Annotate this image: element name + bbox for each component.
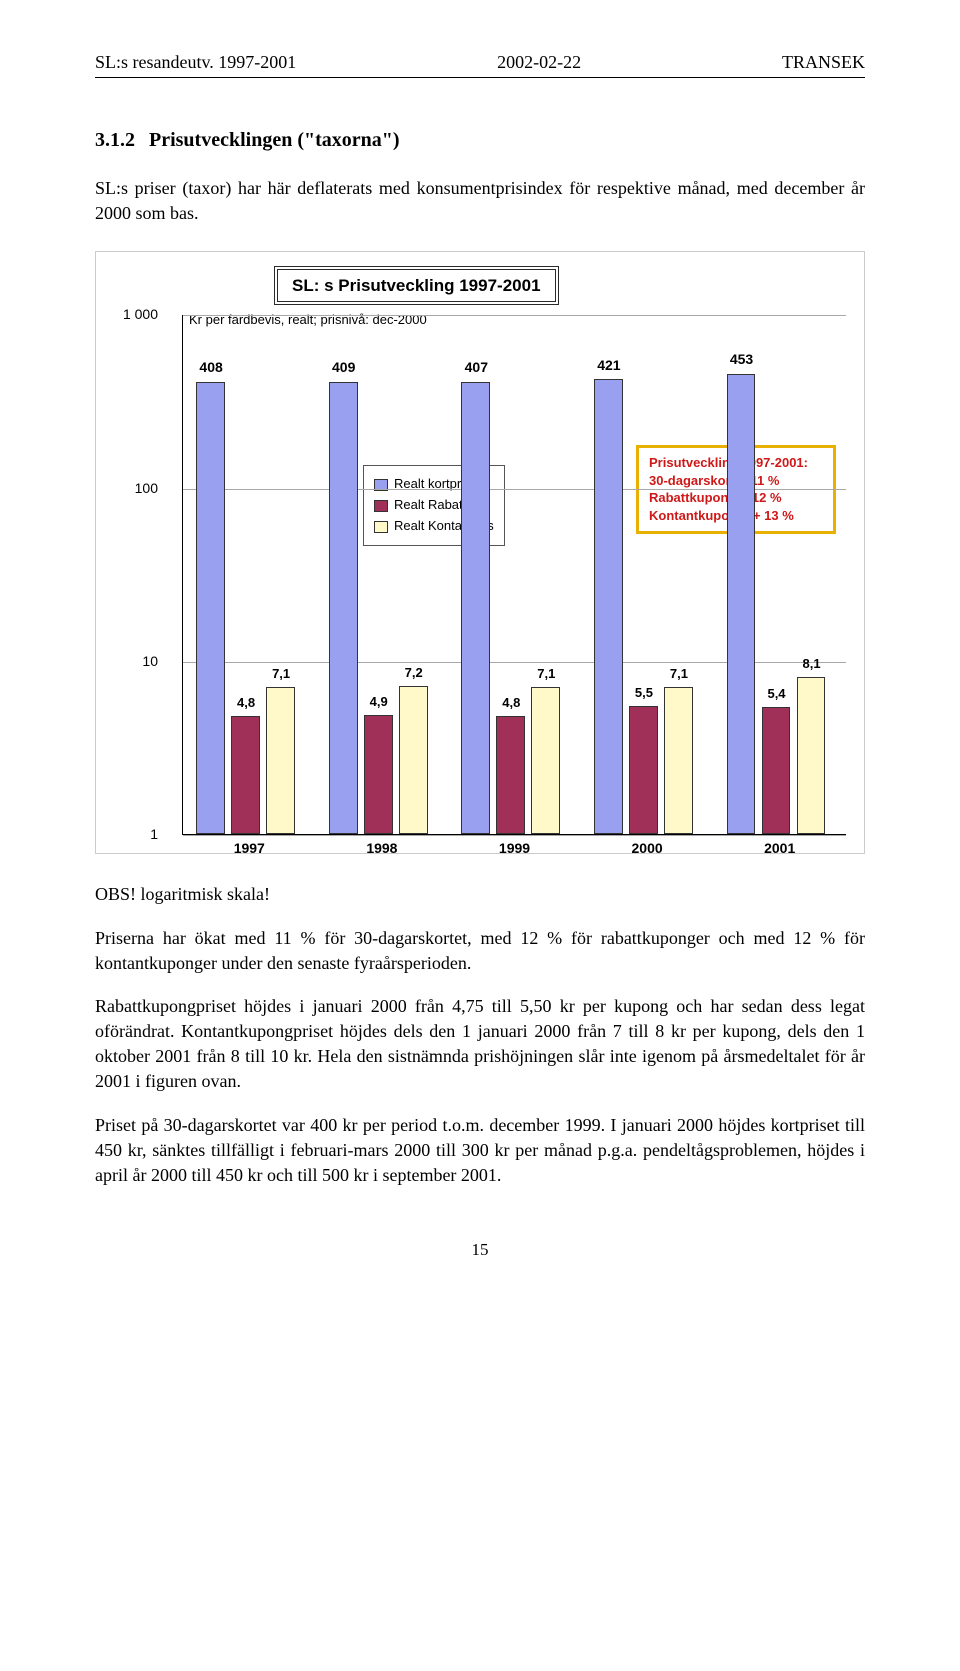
chart-bar bbox=[594, 379, 623, 834]
chart-x-tick-label: 2001 bbox=[764, 839, 795, 859]
chart-bar bbox=[364, 715, 393, 835]
chart-bar-value: 409 bbox=[332, 358, 355, 378]
chart-gridline bbox=[183, 835, 846, 836]
chart-bar bbox=[797, 677, 826, 834]
chart-title: SL: s Prisutveckling 1997-2001 bbox=[274, 266, 559, 306]
chart-bar bbox=[461, 382, 490, 834]
paragraph-3: Priset på 30-dagarskortet var 400 kr per… bbox=[95, 1113, 865, 1189]
chart-plot-area: 1101001 000 Kr per färdbevis, realt; pri… bbox=[114, 315, 846, 835]
chart-bar bbox=[231, 716, 260, 834]
header-center: 2002-02-22 bbox=[497, 50, 581, 75]
header-left: SL:s resandeutv. 1997-2001 bbox=[95, 50, 296, 75]
chart-bar-value: 7,1 bbox=[537, 665, 555, 683]
chart-bar bbox=[266, 687, 295, 835]
chart-x-tick-label: 2000 bbox=[632, 839, 663, 859]
chart-bar-value: 8,1 bbox=[802, 655, 820, 673]
heading-title: Prisutvecklingen ("taxorna") bbox=[149, 129, 400, 151]
chart-y-tick-label: 1 000 bbox=[123, 306, 158, 326]
chart-bar-value: 4,8 bbox=[502, 694, 520, 712]
obs-note: OBS! logaritmisk skala! bbox=[95, 882, 865, 907]
chart-sublabel: Kr per färdbevis, realt; prisnivå: dec-2… bbox=[189, 311, 427, 329]
chart-bar-value: 408 bbox=[199, 358, 222, 378]
chart-gridline bbox=[183, 315, 846, 316]
chart-bar bbox=[496, 716, 525, 834]
chart-bar-value: 407 bbox=[465, 358, 488, 378]
chart-bar-value: 7,1 bbox=[272, 665, 290, 683]
section-heading: 3.1.2 Prisutvecklingen ("taxorna") bbox=[95, 126, 865, 154]
chart-legend-swatch bbox=[374, 521, 388, 533]
chart-y-tick-label: 1 bbox=[150, 826, 158, 846]
page-header: SL:s resandeutv. 1997-2001 2002-02-22 TR… bbox=[95, 50, 865, 78]
intro-paragraph: SL:s priser (taxor) har här deflaterats … bbox=[95, 176, 865, 226]
chart-bar-value: 5,4 bbox=[767, 685, 785, 703]
chart-y-axis: 1101001 000 bbox=[114, 315, 164, 835]
chart-y-tick-label: 100 bbox=[135, 479, 158, 499]
chart-bar-value: 4,9 bbox=[370, 693, 388, 711]
chart-x-tick-label: 1999 bbox=[499, 839, 530, 859]
chart-bar bbox=[727, 374, 756, 834]
chart-bar bbox=[629, 706, 658, 834]
chart-bar-value: 421 bbox=[597, 356, 620, 376]
paragraph-2: Rabattkupongpriset höjdes i januari 2000… bbox=[95, 994, 865, 1095]
page-number: 15 bbox=[95, 1238, 865, 1262]
chart-bar-value: 453 bbox=[730, 350, 753, 370]
chart-bar bbox=[196, 382, 225, 835]
chart-bar-value: 7,1 bbox=[670, 665, 688, 683]
chart-bar-value: 5,5 bbox=[635, 684, 653, 702]
chart-legend-swatch bbox=[374, 500, 388, 512]
chart-bar-value: 4,8 bbox=[237, 694, 255, 712]
header-right: TRANSEK bbox=[782, 50, 865, 75]
heading-number: 3.1.2 bbox=[95, 129, 135, 151]
chart-bar bbox=[531, 687, 560, 835]
chart-bar bbox=[399, 686, 428, 835]
chart-bar bbox=[762, 707, 791, 834]
chart-x-tick-label: 1998 bbox=[366, 839, 397, 859]
chart-y-tick-label: 10 bbox=[142, 652, 158, 672]
chart-bar-value: 7,2 bbox=[405, 664, 423, 682]
chart-bar bbox=[329, 382, 358, 835]
chart-x-tick-label: 1997 bbox=[234, 839, 265, 859]
paragraph-1: Priserna har ökat med 11 % för 30-dagars… bbox=[95, 926, 865, 976]
price-chart: SL: s Prisutveckling 1997-2001 1 10 100 1 0… bbox=[95, 251, 865, 855]
chart-plot: Kr per färdbevis, realt; prisnivå: dec-2… bbox=[182, 315, 846, 835]
chart-bar bbox=[664, 687, 693, 835]
